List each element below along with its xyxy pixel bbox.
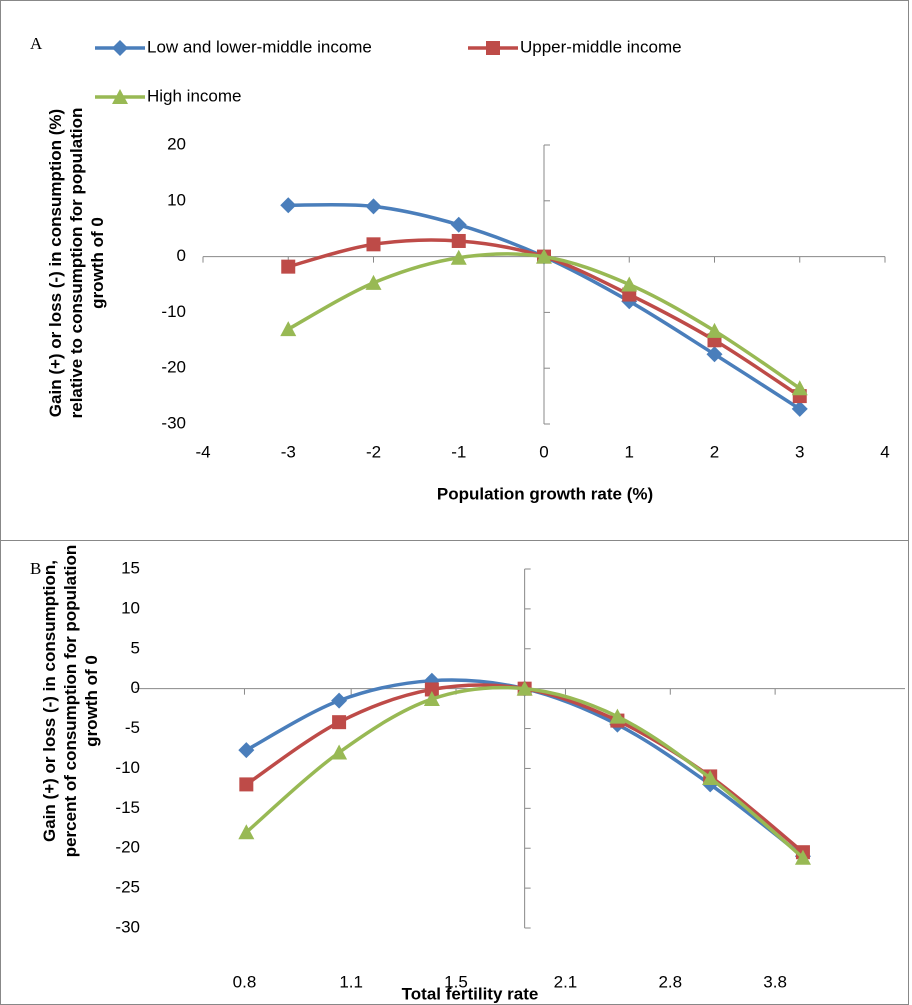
legend-label: High income <box>147 86 242 105</box>
y-tick-label: -10 <box>161 302 186 321</box>
marker <box>331 744 348 760</box>
x-tick-label: 1.1 <box>339 972 363 991</box>
panel-label: B <box>30 559 41 578</box>
marker <box>423 672 440 689</box>
marker <box>621 276 638 292</box>
marker <box>706 346 723 363</box>
x-axis-title: Population growth rate (%) <box>437 484 653 503</box>
y-tick-label: 10 <box>167 190 186 209</box>
marker <box>702 770 719 786</box>
marker <box>365 198 382 215</box>
marker <box>486 41 500 55</box>
y-tick-label: -5 <box>125 718 140 737</box>
y-tick-label: -30 <box>115 917 140 936</box>
marker <box>280 321 297 337</box>
panel-label: A <box>30 34 43 53</box>
y-tick-label: 20 <box>167 134 186 153</box>
x-tick-label: 2 <box>710 442 719 461</box>
marker <box>365 274 382 290</box>
marker <box>239 777 254 792</box>
y-tick-label: 0 <box>131 678 140 697</box>
marker <box>112 40 128 56</box>
marker <box>366 237 381 252</box>
marker <box>281 259 296 274</box>
y-tick-label: -20 <box>161 358 186 377</box>
marker <box>423 691 440 707</box>
marker <box>332 715 347 730</box>
x-tick-label: 0 <box>539 442 548 461</box>
x-tick-label: -2 <box>366 442 381 461</box>
marker <box>450 249 467 265</box>
y-axis-title: Gain (+) or loss (-) in consumption (%) … <box>46 107 107 419</box>
x-tick-label: -1 <box>451 442 466 461</box>
marker <box>112 89 128 104</box>
y-tick-label: 5 <box>131 638 140 657</box>
x-tick-label: -4 <box>195 442 210 461</box>
x-axis-title: Total fertility rate <box>402 984 539 1003</box>
x-tick-label: 3 <box>795 442 804 461</box>
marker <box>791 400 808 417</box>
marker <box>791 380 808 396</box>
marker <box>609 708 626 724</box>
x-tick-label: 2.1 <box>554 972 578 991</box>
x-tick-label: 0.8 <box>233 972 257 991</box>
marker <box>536 248 552 264</box>
y-tick-label: -10 <box>115 758 140 777</box>
y-tick-label: -20 <box>115 838 140 857</box>
marker <box>331 692 348 709</box>
y-tick-label: 0 <box>177 246 186 265</box>
y-tick-label: -30 <box>161 413 186 432</box>
marker <box>706 322 723 338</box>
marker <box>424 682 439 697</box>
x-tick-label: 3.8 <box>763 972 787 991</box>
x-tick-label: 2.8 <box>658 972 682 991</box>
y-tick-label: -25 <box>115 878 140 897</box>
y-tick-label: -15 <box>115 798 140 817</box>
y-axis-title: Gain (+) or loss (-) in consumption, per… <box>40 544 101 858</box>
x-tick-label: -3 <box>281 442 296 461</box>
legend-label: Low and lower-middle income <box>147 37 372 56</box>
marker <box>238 824 255 840</box>
marker <box>280 197 297 214</box>
marker <box>451 233 466 248</box>
chart: B -30 -25 -20 -15 -10 -5 0 5 10 15 0.8 1.1 1.5 2.1 2.8 3… <box>30 558 905 1003</box>
x-tick-label: 1 <box>625 442 634 461</box>
marker <box>450 216 467 233</box>
marker <box>238 742 255 759</box>
y-tick-label: 10 <box>121 598 140 617</box>
x-tick-label: 4 <box>880 442 889 461</box>
marker <box>794 849 811 865</box>
legend-label: Upper-middle income <box>520 37 682 56</box>
x-tick-label: 1.5 <box>444 972 468 991</box>
y-tick-label: 15 <box>121 558 140 577</box>
marker <box>516 680 533 696</box>
